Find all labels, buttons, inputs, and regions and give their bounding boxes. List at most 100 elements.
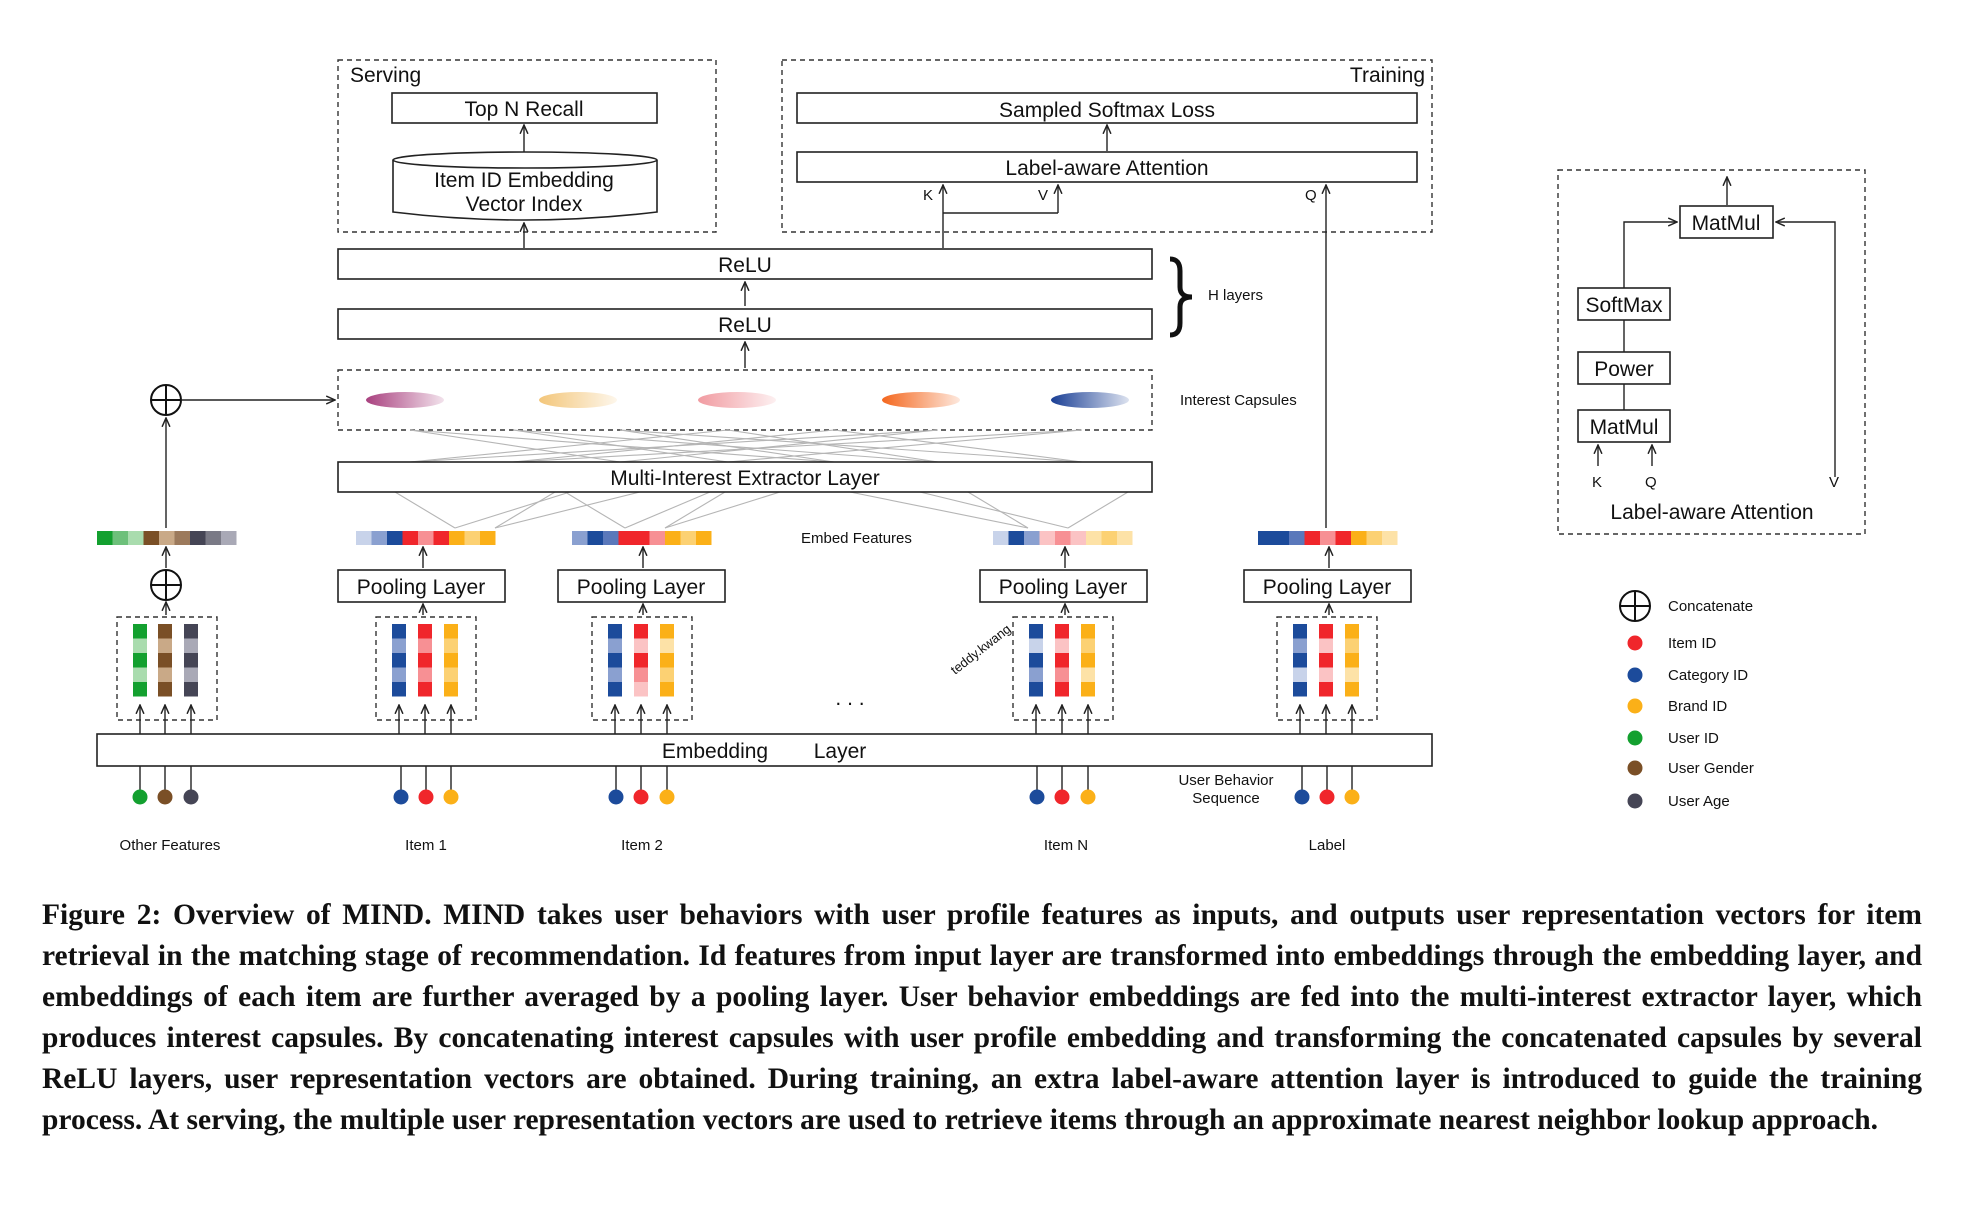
embed-features-label: Embed Features [801, 530, 912, 547]
embed-strip [356, 531, 496, 545]
label-aware-attention-box [796, 151, 1418, 183]
relu-bottom-label: ReLU [718, 314, 772, 337]
k-label: K [923, 187, 933, 204]
embedding-layer-word2: Layer [814, 740, 867, 763]
group-label: Other Features [120, 837, 221, 854]
input-feature-dot [1080, 789, 1096, 805]
legend-label: User ID [1668, 730, 1719, 747]
pooling-layer-box [557, 569, 726, 603]
concat-icon [150, 569, 182, 601]
pooling-layer-label: Pooling Layer [357, 576, 485, 599]
input-feature-dot [659, 789, 675, 805]
interest-capsule [698, 392, 776, 408]
serving-title: Serving [350, 64, 421, 87]
legend-swatch [1627, 730, 1643, 746]
pooling-layer-box [1243, 569, 1412, 603]
user-behavior-sequence-line2: Sequence [1192, 790, 1260, 807]
interest-capsule [882, 392, 960, 408]
input-feature-dot [132, 789, 148, 805]
input-feature-dot [633, 789, 649, 805]
feature-column-group [591, 616, 693, 734]
group-labels: Other Features Item 1 Item 2 Item N Label [120, 837, 1346, 854]
top-n-recall-box [391, 92, 658, 124]
v-label: V [1038, 187, 1048, 204]
ellipsis: . . . [835, 687, 864, 710]
attention-matmul-top-label: MatMul [1692, 212, 1761, 235]
training-title: Training [1350, 64, 1425, 87]
legend-label: Category ID [1668, 667, 1748, 684]
watermark: teddy.kwang [948, 621, 1014, 677]
interest-capsule [1051, 392, 1129, 408]
legend: Concatenate Item ID Category ID Brand ID Use… [1619, 590, 1754, 810]
input-feature-dot [157, 789, 173, 805]
legend-label: User Age [1668, 793, 1730, 810]
h-layers-brace [1169, 256, 1193, 338]
attention-softmax-label: SoftMax [1585, 294, 1663, 317]
feature-column-group [375, 616, 477, 734]
h-layers-label: H layers [1208, 287, 1263, 304]
attention-detail-region [1557, 169, 1866, 535]
legend-label: User Gender [1668, 760, 1754, 777]
attention-q-label: Q [1645, 474, 1657, 491]
attention-matmul-bottom-label: MatMul [1590, 416, 1659, 439]
input-feature-dot [1054, 789, 1070, 805]
pooling-layer-label: Pooling Layer [577, 576, 705, 599]
embed-strip [1258, 531, 1398, 545]
attention-softmax-box [1577, 287, 1671, 321]
vector-index-cylinder [392, 151, 658, 221]
attention-detail-title: Label-aware Attention [1610, 501, 1813, 524]
input-feature-dot [393, 789, 409, 805]
legend-swatch [1627, 793, 1643, 809]
embedding-layer-box [96, 733, 1433, 767]
attention-power-label: Power [1594, 358, 1654, 381]
interest-capsules-region [337, 369, 1153, 431]
attention-matmul-top-box [1679, 205, 1774, 239]
input-feature-dot [608, 789, 624, 805]
group-label: Label [1309, 837, 1346, 854]
sampled-softmax-loss-box [796, 92, 1418, 124]
feature-column-group [116, 616, 218, 734]
input-feature-dot [1319, 789, 1335, 805]
pooling-layer-box [979, 569, 1148, 603]
legend-swatch [1627, 635, 1643, 651]
pooling-layer-box [337, 569, 506, 603]
input-feature-dot [183, 789, 199, 805]
feature-columns [116, 616, 1378, 734]
interest-capsule [539, 392, 617, 408]
top-n-recall-label: Top N Recall [464, 98, 583, 121]
pooling-layer-label: Pooling Layer [999, 576, 1127, 599]
pooling-layer-label: Pooling Layer [1263, 576, 1391, 599]
concat-icon [150, 384, 182, 416]
attention-v-label: V [1829, 474, 1839, 491]
pooling-layers: Pooling Layer Pooling Layer Pooling Layer P… [337, 547, 1412, 615]
embed-strip [97, 531, 237, 545]
attention-k-label: K [1592, 474, 1602, 491]
interest-capsules [366, 392, 1129, 408]
embed-feature-strips [97, 531, 1398, 545]
input-feature-dot [418, 789, 434, 805]
group-label: Item N [1044, 837, 1088, 854]
legend-label: Item ID [1668, 635, 1717, 652]
embed-strip [572, 531, 712, 545]
vector-index-line2: Vector Index [466, 193, 583, 216]
sampled-softmax-loss-label: Sampled Softmax Loss [999, 99, 1215, 122]
input-feature-dot [1294, 789, 1310, 805]
relu-top-label: ReLU [718, 254, 772, 277]
dynamic-routing-lines [394, 429, 1129, 529]
vector-index-line1: Item ID Embedding [434, 169, 614, 192]
input-feature-dot [1344, 789, 1360, 805]
training-region [781, 59, 1433, 233]
legend-label: Brand ID [1668, 698, 1727, 715]
user-behavior-sequence-line1: User Behavior [1178, 772, 1273, 789]
input-features [132, 766, 1360, 805]
group-label: Item 2 [621, 837, 663, 854]
feature-column-group [1276, 616, 1378, 734]
relu-bottom-box [337, 308, 1153, 340]
concat-icon [1619, 590, 1651, 622]
multi-interest-extractor-label: Multi-Interest Extractor Layer [610, 467, 880, 490]
group-label: Item 1 [405, 837, 447, 854]
legend-swatch [1627, 760, 1643, 776]
mind-architecture-diagram: Serving Top N Recall Item ID Embedding V… [96, 59, 1866, 854]
input-feature-dot [1029, 789, 1045, 805]
embedding-layer-word1: Embedding [662, 740, 768, 763]
